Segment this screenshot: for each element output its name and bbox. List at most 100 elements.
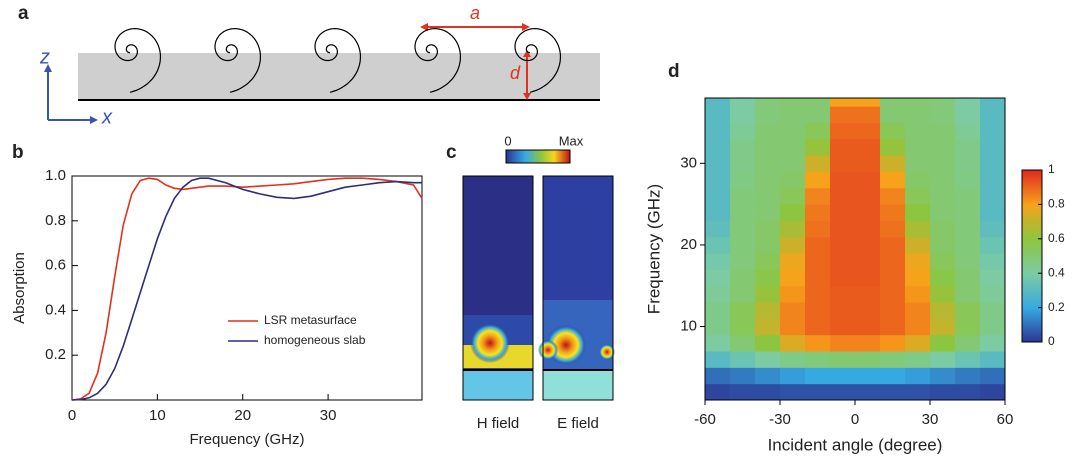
- heatmap-cell: [930, 269, 956, 286]
- heatmap-cell: [805, 384, 831, 401]
- x-tick-label: 30: [922, 411, 939, 428]
- heatmap-cell: [905, 237, 931, 254]
- heatmap-cell: [905, 351, 931, 368]
- heatmap-cell: [805, 139, 831, 156]
- heatmap-cell: [930, 253, 956, 270]
- heatmap-cell: [780, 351, 806, 368]
- heatmap-cell: [905, 269, 931, 286]
- heatmap-cell: [930, 188, 956, 205]
- x-tick-label: 60: [997, 411, 1014, 428]
- heatmap-cell: [855, 335, 881, 352]
- heatmap-cell: [780, 122, 806, 139]
- heatmap-cell: [780, 204, 806, 221]
- heatmap-cell: [705, 286, 731, 303]
- heatmap-cell: [805, 367, 831, 384]
- heatmap-cell: [955, 188, 981, 205]
- heatmap-cell: [905, 122, 931, 139]
- colorbar-tick-label: 0: [1048, 334, 1055, 348]
- heatmap-cell: [705, 367, 731, 384]
- heatmap-cell: [705, 139, 731, 156]
- heatmap-cell: [855, 351, 881, 368]
- legend-label: homogeneous slab: [264, 333, 366, 347]
- colorbar-tick-label: 0.2: [1048, 300, 1065, 314]
- heatmap-cell: [930, 384, 956, 401]
- y-tick-label: 10: [680, 318, 697, 335]
- heatmap-cell: [980, 286, 1006, 303]
- heatmap-cell: [755, 237, 781, 254]
- heatmap-cell: [830, 286, 856, 303]
- heatmap-cell: [980, 188, 1006, 205]
- heatmap-cell: [955, 286, 981, 303]
- heatmap-cell: [930, 106, 956, 123]
- heatmap-cell: [905, 318, 931, 335]
- heatmap-cell: [805, 220, 831, 237]
- heatmap-cell: [855, 237, 881, 254]
- field-label: E field: [557, 415, 599, 432]
- heatmap-cell: [855, 384, 881, 401]
- heatmap-cell: [830, 155, 856, 172]
- heatmap-cell: [880, 384, 906, 401]
- heatmap-cell: [830, 237, 856, 254]
- heatmap-cell: [855, 204, 881, 221]
- heatmap-cell: [955, 269, 981, 286]
- heatmap-cell: [880, 220, 906, 237]
- y-tick-label: 0.2: [45, 346, 66, 363]
- y-tick-label: 20: [680, 236, 697, 253]
- slab: [78, 53, 600, 100]
- heatmap-cell: [730, 122, 756, 139]
- heatmap-cell: [905, 139, 931, 156]
- heatmap-cell: [805, 122, 831, 139]
- substrate: [463, 370, 533, 400]
- heatmap-cell: [930, 286, 956, 303]
- heatmap-cell: [755, 204, 781, 221]
- heatmap-cell: [805, 171, 831, 188]
- heatmap-cell: [955, 155, 981, 172]
- heatmap-cell: [730, 367, 756, 384]
- heatmap-cell: [955, 237, 981, 254]
- heatmap-cell: [830, 220, 856, 237]
- x-tick-label: 0: [68, 407, 76, 424]
- heatmap-cell: [905, 171, 931, 188]
- heatmap-cell: [955, 139, 981, 156]
- field-label: H field: [477, 415, 520, 432]
- panel-label: c: [446, 142, 457, 163]
- heatmap-cell: [755, 286, 781, 303]
- heatmap-cell: [880, 351, 906, 368]
- heatmap-cell: [730, 253, 756, 270]
- heatmap-cell: [805, 204, 831, 221]
- heatmap-cell: [880, 122, 906, 139]
- heatmap-cell: [780, 237, 806, 254]
- heatmap-cell: [905, 204, 931, 221]
- heatmap-cell: [780, 367, 806, 384]
- heatmap-cell: [955, 122, 981, 139]
- figure: a b c d z x a d 0 Max: [0, 0, 1083, 462]
- heatmap-cell: [880, 155, 906, 172]
- heatmap-cell: [830, 367, 856, 384]
- axis-label: x: [101, 106, 113, 128]
- heatmap-cell: [980, 122, 1006, 139]
- heatmap-cell: [930, 335, 956, 352]
- heatmap-cell: [855, 302, 881, 319]
- y-tick-label: 0.4: [45, 301, 66, 318]
- field-maps: 0 Max H field E field: [463, 133, 615, 432]
- heatmap-cell: [955, 106, 981, 123]
- heatmap-cell: [930, 171, 956, 188]
- field-hotspot: [538, 340, 558, 360]
- heatmap-cell: [705, 318, 731, 335]
- arrow-head: [90, 116, 98, 124]
- heatmap-cell: [930, 237, 956, 254]
- x-tick-label: 10: [149, 407, 166, 424]
- heatmap-cell: [805, 269, 831, 286]
- x-tick-label: 20: [234, 407, 251, 424]
- heatmap-cell: [980, 220, 1006, 237]
- heatmap-cell: [830, 253, 856, 270]
- heatmap-cell: [705, 269, 731, 286]
- heatmap-cell: [955, 367, 981, 384]
- heatmap-cell: [855, 286, 881, 303]
- heatmap-cell: [755, 351, 781, 368]
- heatmap-cell: [980, 351, 1006, 368]
- heatmap-cell: [755, 188, 781, 205]
- heatmap-cell: [955, 318, 981, 335]
- heatmap-cell: [755, 302, 781, 319]
- heatmap-cell: [755, 220, 781, 237]
